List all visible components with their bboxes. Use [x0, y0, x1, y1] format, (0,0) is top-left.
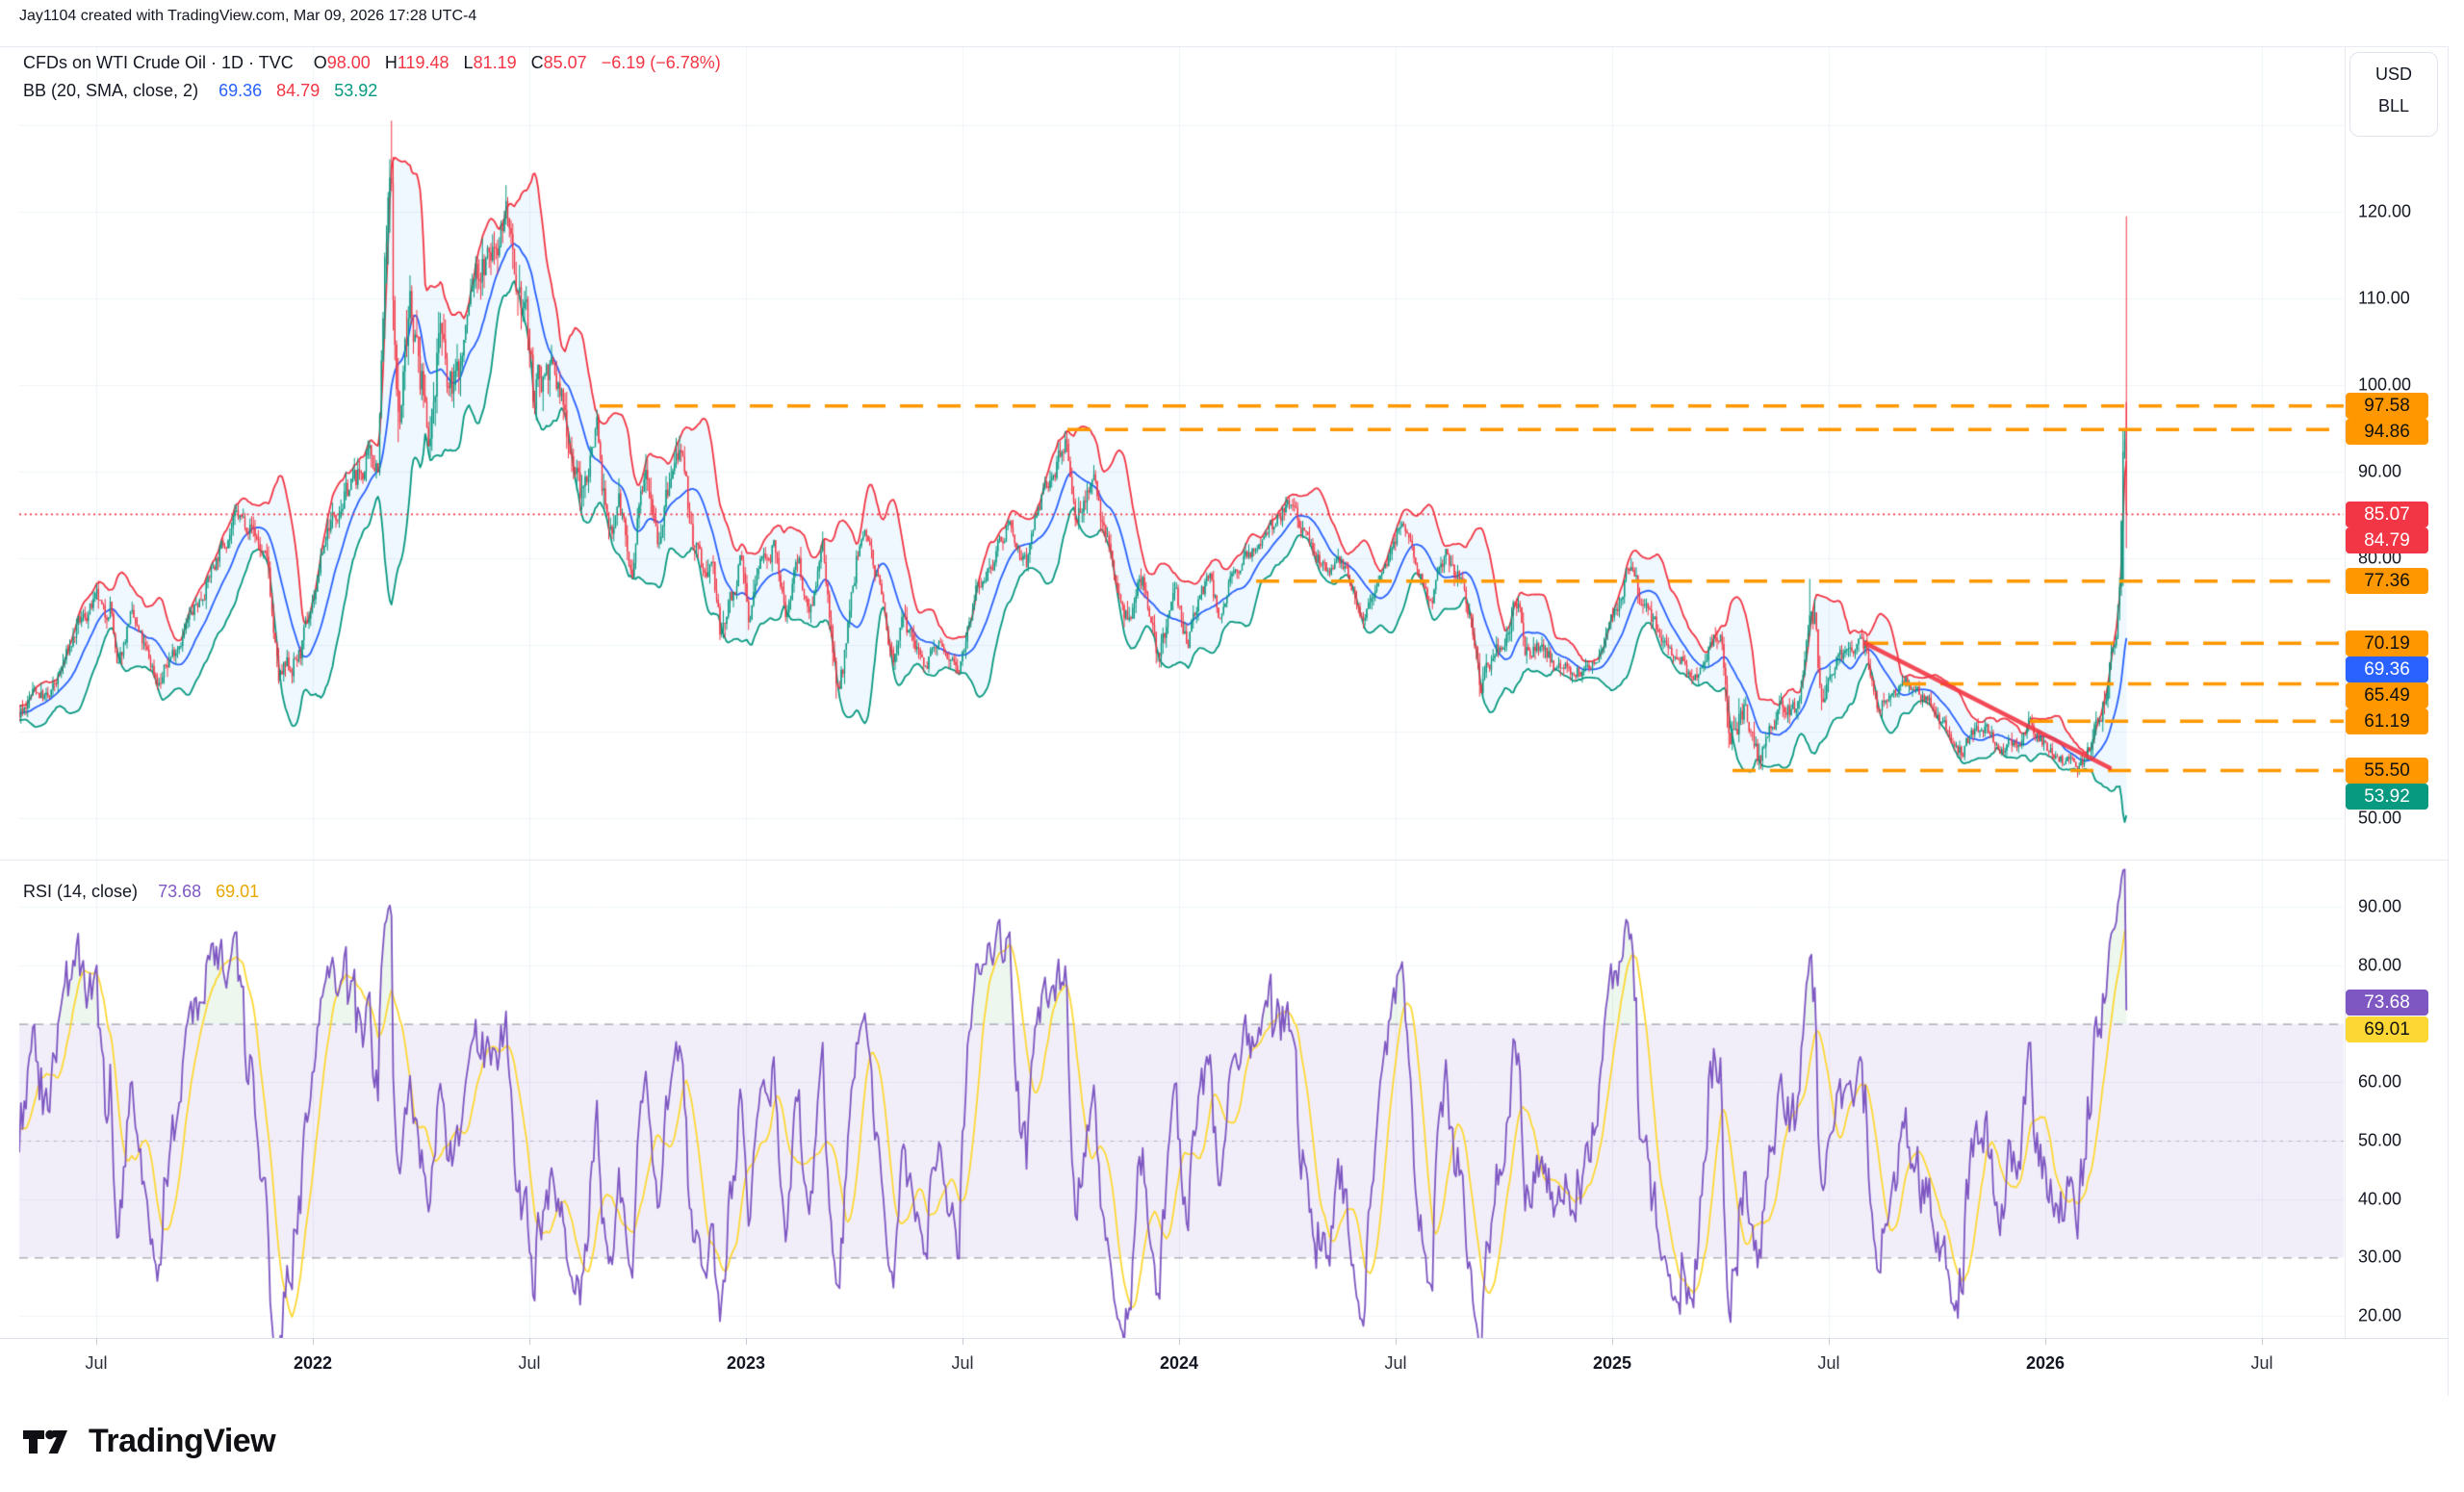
- open-label: O: [313, 53, 327, 72]
- date-tick-mark: [96, 1338, 97, 1345]
- date-tick-mark: [313, 1338, 314, 1345]
- price-label-chip: 84.79: [2346, 527, 2428, 553]
- date-axis-month-label: Jul: [2250, 1353, 2273, 1373]
- rsi-axis-label: 60.00: [2358, 1071, 2402, 1092]
- price-label-chip: 61.19: [2346, 707, 2428, 734]
- price-axis-label: 110.00: [2358, 288, 2410, 308]
- price-label-chip: 97.58: [2346, 393, 2428, 420]
- pane-separator[interactable]: [0, 860, 2448, 861]
- date-axis-year-label: 2023: [726, 1353, 766, 1373]
- date-axis-year-label: 2025: [1592, 1353, 1632, 1373]
- rsi-axis-label: 40.00: [2358, 1189, 2402, 1209]
- bb-lower-value: 53.92: [334, 81, 378, 100]
- date-axis-year-label: 2026: [2025, 1353, 2066, 1373]
- price-axis-label: 120.00: [2358, 201, 2412, 221]
- price-label-chip: 77.36: [2346, 568, 2428, 595]
- rsi-axis-label: 80.00: [2358, 955, 2402, 975]
- open-value: 98.00: [326, 53, 371, 72]
- price-label-chip: 94.86: [2346, 419, 2428, 446]
- price-axis-label: 100.00: [2358, 374, 2412, 395]
- low-value: 81.19: [473, 53, 517, 72]
- date-axis-month-label: Jul: [518, 1353, 541, 1373]
- price-label-chip: 70.19: [2346, 630, 2428, 656]
- tradingview-mark-icon: [23, 1429, 67, 1453]
- date-tick-mark: [1396, 1338, 1397, 1345]
- date-axis-separator: [0, 1338, 2448, 1339]
- right-edge-border: [2448, 46, 2449, 1396]
- price-label-chip: 85.07: [2346, 501, 2428, 527]
- tradingview-wordmark: TradingView: [89, 1423, 276, 1459]
- rsi-axis-label: 50.00: [2358, 1130, 2402, 1150]
- price-label-chip: 55.50: [2346, 758, 2428, 784]
- date-tick-mark: [1829, 1338, 1830, 1345]
- symbol-legend-row[interactable]: CFDs on WTI Crude Oil · 1D · TVC O98.00 …: [23, 53, 721, 73]
- bb-label: BB (20, SMA, close, 2): [23, 81, 199, 100]
- bb-basis-value: 69.36: [218, 81, 263, 100]
- change-value: −6.19 (−6.78%): [601, 53, 721, 72]
- date-tick-mark: [962, 1338, 963, 1345]
- date-axis-month-label: Jul: [951, 1353, 974, 1373]
- date-tick-mark: [2262, 1338, 2263, 1345]
- header-separator: [0, 46, 2448, 47]
- date-axis-month-label: Jul: [1817, 1353, 1840, 1373]
- rsi-label: RSI (14, close): [23, 882, 139, 901]
- bb-legend-row[interactable]: BB (20, SMA, close, 2) 69.36 84.79 53.92: [23, 81, 377, 101]
- rsi-axis-label: 90.00: [2358, 896, 2402, 916]
- unit-label: BLL: [2377, 96, 2410, 116]
- date-axis-year-label: 2022: [293, 1353, 333, 1373]
- rsi-axis-label: 20.00: [2358, 1305, 2402, 1325]
- price-axis-label: 90.00: [2358, 461, 2402, 481]
- price-axis-separator: [2345, 46, 2346, 1338]
- price-label-chip: 73.68: [2346, 989, 2428, 1016]
- close-label: C: [530, 53, 544, 72]
- tradingview-logo[interactable]: TradingView: [21, 1423, 276, 1460]
- date-tick-mark: [2045, 1338, 2046, 1345]
- date-axis-month-label: Jul: [1384, 1353, 1407, 1373]
- rsi-legend-row[interactable]: RSI (14, close) 73.68 69.01: [23, 882, 259, 902]
- price-label-chip: 65.49: [2346, 682, 2428, 708]
- price-label-chip: 69.01: [2346, 1016, 2428, 1043]
- date-tick-mark: [1179, 1338, 1180, 1345]
- date-axis-year-label: 2024: [1159, 1353, 1199, 1373]
- date-tick-mark: [529, 1338, 530, 1345]
- rsi-axis-label: 30.00: [2358, 1247, 2402, 1267]
- date-axis-month-label: Jul: [85, 1353, 108, 1373]
- date-tick-mark: [1612, 1338, 1613, 1345]
- attribution-text: Jay1104 created with TradingView.com, Ma…: [19, 8, 477, 24]
- bb-upper-value: 84.79: [276, 81, 321, 100]
- rsi-ma-value: 69.01: [216, 882, 260, 901]
- high-label: H: [384, 53, 398, 72]
- close-value: 85.07: [543, 53, 587, 72]
- symbol-title: CFDs on WTI Crude Oil · 1D · TVC: [23, 53, 294, 72]
- currency-label: USD: [2374, 64, 2412, 84]
- price-label-chip: 69.36: [2346, 656, 2428, 682]
- price-label-chip: 53.92: [2346, 784, 2428, 810]
- low-label: L: [463, 53, 474, 72]
- price-axis-label: 50.00: [2358, 808, 2402, 828]
- high-value: 119.48: [397, 53, 449, 72]
- currency-unit-box[interactable]: USD BLL: [2349, 52, 2438, 137]
- date-tick-mark: [746, 1338, 747, 1345]
- rsi-value: 73.68: [158, 882, 202, 901]
